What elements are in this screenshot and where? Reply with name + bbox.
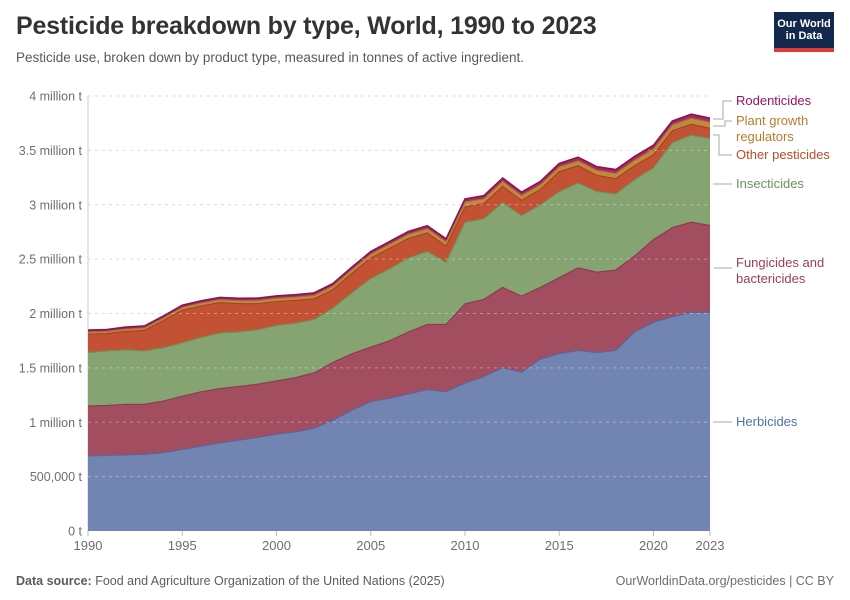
y-axis-label: 3 million t [29, 198, 82, 212]
legend-connector-other_pesticides [713, 134, 732, 156]
y-axis-label: 3.5 million t [19, 144, 83, 158]
legend-item-fungicides[interactable]: Fungicides and bactericides [736, 255, 825, 286]
area-plant_growth_regulators[interactable] [88, 118, 710, 335]
x-axis-label: 2023 [696, 538, 725, 553]
area-border-other_pesticides [87, 123, 711, 335]
area-border-herbicides [87, 311, 710, 457]
page-subtitle: Pesticide use, broken down by product ty… [16, 50, 525, 65]
x-axis-label: 1990 [74, 538, 103, 553]
y-axis-label: 4 million t [29, 90, 82, 104]
y-axis-label: 0 t [68, 525, 82, 539]
legend-item-plant_growth_regulators[interactable]: Plant growth regulators [736, 113, 809, 144]
footer-credit[interactable]: OurWorldinData.org/pesticides | CC BY [615, 574, 834, 588]
legend-item-insecticides[interactable]: Insecticides [736, 176, 804, 191]
y-axis-label: 1 million t [29, 416, 82, 430]
area-insecticides[interactable] [88, 135, 710, 406]
chart-footer: Data source: Food and Agriculture Organi… [0, 574, 850, 588]
page-title: Pesticide breakdown by type, World, 1990… [16, 12, 597, 40]
legend-connector-plant_growth_regulators [713, 120, 732, 127]
owid-logo-accent [774, 48, 834, 52]
area-border-rodenticides [87, 113, 711, 331]
y-axis-label: 2.5 million t [19, 253, 83, 267]
area-border-insecticides [87, 134, 711, 354]
footer-source-text: Food and Agriculture Organization of the… [91, 574, 445, 588]
area-border-plant_growth_regulators [87, 117, 711, 333]
x-axis-label: 2000 [262, 538, 291, 553]
footer-source: Data source: Food and Agriculture Organi… [16, 574, 445, 588]
area-other_pesticides[interactable] [88, 124, 710, 353]
y-axis-label: 1.5 million t [19, 361, 83, 375]
legend-item-other_pesticides[interactable]: Other pesticides [736, 147, 830, 162]
owid-logo-box: Our World in Data [774, 12, 834, 48]
x-axis-label: 2020 [639, 538, 668, 553]
owid-logo-line1: Our World [777, 17, 831, 30]
x-axis-label: 2005 [356, 538, 385, 553]
footer-source-label: Data source: [16, 574, 92, 588]
x-axis-label: 2010 [451, 538, 480, 553]
y-axis-label: 500,000 t [30, 470, 83, 484]
area-border-fungicides [87, 221, 711, 407]
owid-logo[interactable]: Our World in Data [774, 12, 834, 52]
legend-item-herbicides[interactable]: Herbicides [736, 414, 798, 429]
x-axis-label: 1995 [168, 538, 197, 553]
legend-item-rodenticides[interactable]: Rodenticides [736, 93, 812, 108]
area-herbicides[interactable] [88, 312, 710, 531]
owid-logo-line2: in Data [785, 30, 823, 42]
y-axis-label: 2 million t [29, 307, 82, 321]
x-axis-label: 2015 [545, 538, 574, 553]
legend-connector-rodenticides [713, 100, 732, 120]
